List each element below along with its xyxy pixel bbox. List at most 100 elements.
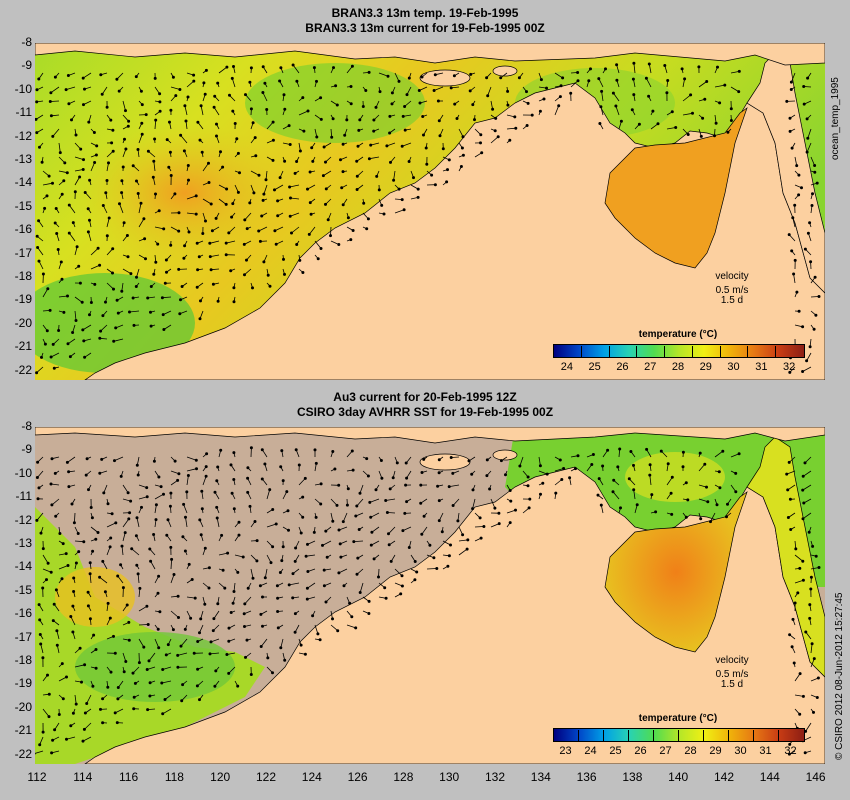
- current-vector-head: [369, 515, 373, 519]
- current-vector-head: [269, 561, 273, 565]
- current-vector: [183, 504, 188, 514]
- current-vector-head: [404, 461, 408, 465]
- current-vector: [307, 582, 316, 589]
- current-vector-head: [786, 488, 790, 492]
- colorbar-tick-label: 30: [727, 361, 740, 373]
- current-vector-head: [279, 465, 283, 469]
- current-vector-head: [49, 355, 53, 359]
- current-vector-head: [809, 587, 813, 591]
- current-vector-head: [816, 676, 820, 680]
- current-vector-head: [120, 179, 124, 183]
- current-vector-head: [246, 586, 250, 590]
- current-vector-head: [527, 506, 531, 510]
- current-vector-head: [648, 463, 652, 467]
- current-vector-head: [182, 149, 186, 153]
- current-vector: [137, 573, 140, 584]
- current-vector-head: [100, 457, 104, 461]
- current-vector-head: [404, 483, 408, 487]
- colorbar-tick-mark: [703, 730, 704, 742]
- current-vector-head: [36, 460, 40, 464]
- current-vector: [308, 226, 316, 235]
- current-vector-head: [113, 711, 117, 715]
- current-vector-head: [145, 486, 149, 490]
- current-vector-head: [38, 743, 42, 747]
- current-vector-head: [157, 209, 161, 213]
- current-vector: [806, 142, 812, 153]
- current-vector-head: [146, 622, 150, 626]
- current-vector-head: [86, 207, 90, 211]
- current-vector-head: [422, 457, 426, 461]
- colorbar-tick-mark: [747, 346, 749, 358]
- current-vector-head: [666, 462, 670, 466]
- current-vector-head: [686, 133, 690, 137]
- current-vector-head: [352, 540, 356, 544]
- current-vector-head: [35, 117, 38, 121]
- current-vector-head: [524, 90, 528, 94]
- current-vector-head: [183, 515, 187, 519]
- current-vector-head: [291, 572, 295, 576]
- current-vector-head: [286, 528, 290, 532]
- current-vector-head: [402, 208, 406, 212]
- current-vector-head: [288, 214, 292, 218]
- current-vector-head: [111, 271, 115, 275]
- current-vector-head: [713, 134, 717, 138]
- current-vector-head: [322, 145, 326, 149]
- current-vector-head: [39, 531, 43, 535]
- current-vector: [805, 722, 812, 732]
- current-vector: [122, 484, 129, 493]
- current-vector-head: [176, 615, 180, 619]
- current-vector-head: [167, 165, 171, 169]
- current-vector-head: [355, 572, 359, 576]
- current-vector-head: [186, 178, 190, 182]
- current-vector: [402, 142, 412, 147]
- current-vector-head: [441, 147, 445, 151]
- current-vector-head: [254, 154, 258, 158]
- current-vector: [161, 680, 172, 684]
- current-vector-head: [67, 470, 71, 474]
- current-vector-head: [612, 478, 616, 482]
- current-vector-head: [306, 109, 310, 113]
- current-vector-head: [263, 81, 267, 85]
- current-vector-head: [378, 90, 382, 94]
- current-vector-head: [112, 287, 116, 291]
- current-vector-head: [670, 512, 674, 516]
- current-vector-head: [401, 114, 405, 118]
- current-vector-head: [438, 134, 442, 138]
- current-vector-head: [35, 88, 39, 92]
- current-vector-head: [788, 129, 792, 133]
- current-vector-head: [654, 510, 658, 514]
- current-vector-head: [345, 503, 349, 507]
- current-vector: [185, 517, 188, 528]
- current-vector-head: [803, 247, 807, 251]
- current-vector-head: [216, 81, 220, 85]
- current-vector-head: [271, 138, 275, 142]
- current-vector-head: [311, 614, 315, 618]
- current-vector-head: [305, 586, 309, 590]
- current-vector-head: [88, 218, 92, 222]
- current-vector: [802, 366, 812, 372]
- current-vector-head: [260, 448, 264, 452]
- current-vector-head: [268, 284, 272, 288]
- current-vector-head: [149, 310, 153, 314]
- current-vector: [180, 135, 188, 144]
- y-tick-label: -12: [14, 128, 32, 143]
- current-vector-head: [568, 476, 572, 480]
- current-vector: [129, 310, 140, 313]
- current-vector-head: [599, 105, 603, 109]
- current-vector-head: [54, 588, 58, 592]
- current-vector-head: [285, 490, 289, 494]
- current-vector-head: [370, 530, 374, 534]
- current-vector: [519, 456, 524, 467]
- current-vector-head: [151, 175, 155, 179]
- current-vector-head: [106, 502, 110, 506]
- current-vector-head: [202, 81, 206, 85]
- current-vector-head: [165, 533, 169, 537]
- current-vector: [122, 100, 126, 111]
- current-vector-head: [52, 366, 56, 370]
- current-vector-head: [380, 476, 384, 480]
- current-vector-head: [334, 84, 338, 88]
- current-vector-head: [461, 153, 465, 157]
- current-vector-head: [35, 518, 39, 522]
- current-vector-head: [801, 369, 805, 373]
- current-vector-head: [425, 162, 429, 166]
